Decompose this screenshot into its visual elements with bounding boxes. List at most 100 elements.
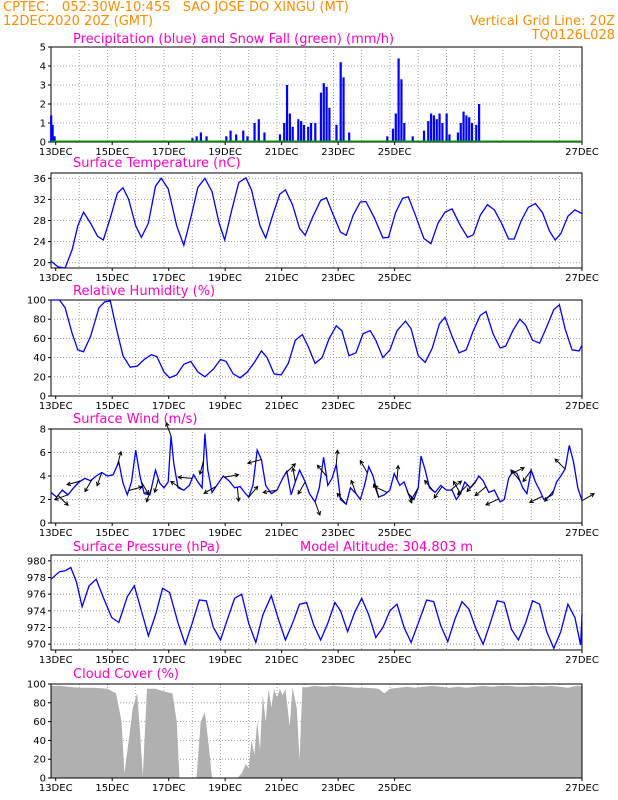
y-tick-label: 100 xyxy=(27,680,46,691)
x-tick-label: 27DEC xyxy=(565,147,599,158)
x-tick-label: 21DEC xyxy=(265,528,299,539)
precip-bar xyxy=(429,113,433,142)
wind-vector xyxy=(96,472,103,487)
wind-vector xyxy=(165,421,172,437)
wind-vector xyxy=(291,467,296,482)
y-tick-label: 32 xyxy=(33,195,46,206)
y-tick-label: 974 xyxy=(27,606,46,617)
y-tick-label: 100 xyxy=(27,296,46,307)
cloud-cover-area xyxy=(51,685,582,778)
wind-vector xyxy=(528,495,543,503)
x-tick-label: 21DEC xyxy=(265,147,299,158)
y-tick-label: 6 xyxy=(40,448,46,459)
wind-vector xyxy=(485,498,499,506)
x-tick-label: 15DEC xyxy=(95,273,129,284)
x-tick-label: 27DEC xyxy=(565,273,599,284)
wind-vector xyxy=(581,493,596,502)
y-tick-label: 978 xyxy=(27,573,46,584)
precip-bar xyxy=(191,138,194,142)
x-tick-label: 19DEC xyxy=(208,528,242,539)
precip-bar xyxy=(342,77,345,142)
wind-vector xyxy=(350,479,357,494)
x-tick-label: 25DEC xyxy=(378,273,412,284)
panel-title: Surface Temperature (nC) xyxy=(73,156,241,171)
wind-vector xyxy=(554,458,566,470)
x-tick-label: 23DEC xyxy=(321,655,355,666)
precip-bar xyxy=(205,136,208,142)
precip-bar xyxy=(328,107,331,142)
x-tick-label: 25DEC xyxy=(378,528,412,539)
plot-frame xyxy=(50,683,583,779)
precip-bar xyxy=(314,123,317,142)
x-tick-label: 15DEC xyxy=(95,401,129,412)
y-tick-label: 1 xyxy=(40,119,46,130)
wind-vector xyxy=(84,479,93,493)
wind-vector xyxy=(140,481,149,495)
plot-frame xyxy=(50,172,583,269)
panel-title: Surface Pressure (hPa) xyxy=(73,540,220,555)
y-tick-label: 980 xyxy=(27,556,46,567)
y-tick-label: 2 xyxy=(40,495,46,506)
x-tick-label: 17DEC xyxy=(152,273,186,284)
y-tick-label: 28 xyxy=(33,216,46,227)
x-tick-label: 15DEC xyxy=(95,783,129,794)
wind-vector xyxy=(235,487,241,503)
panel-cloud: 0 20 40 60 80 100 13DEC 15DEC 17DEC 19DEC 21DEC 23D… xyxy=(27,667,599,794)
series-line-pressure xyxy=(50,566,583,650)
y-tick-label: 3 xyxy=(40,81,46,92)
header-model: TQ0126L028 xyxy=(531,28,615,43)
y-tick-label: 4 xyxy=(40,472,46,483)
precip-bar xyxy=(325,86,328,142)
precip-bar xyxy=(386,136,389,142)
precip-bar xyxy=(348,132,351,142)
panel-annotation: Model Altitude: 304.803 m xyxy=(300,540,473,555)
wind-vector xyxy=(522,469,532,483)
wind-vector xyxy=(246,459,262,465)
plot-frame xyxy=(50,299,583,397)
x-tick-label: 19DEC xyxy=(208,147,242,158)
y-tick-label: 60 xyxy=(33,717,46,728)
y-tick-label: 80 xyxy=(33,315,46,326)
precip-bar xyxy=(448,134,451,142)
precip-bar xyxy=(278,134,282,142)
x-tick-label: 19DEC xyxy=(208,655,242,666)
precip-bar xyxy=(468,117,471,142)
precip-bar xyxy=(339,62,342,143)
precip-bar xyxy=(300,121,303,142)
y-tick-label: 0 xyxy=(40,392,46,403)
wind-vector xyxy=(314,501,321,516)
y-tick-label: 0 xyxy=(40,774,46,785)
y-tick-label: 60 xyxy=(33,334,46,345)
y-tick-label: 40 xyxy=(33,736,46,747)
x-tick-label: 27DEC xyxy=(565,655,599,666)
x-tick-label: 27DEC xyxy=(565,528,599,539)
series-line-temp xyxy=(50,176,583,269)
y-tick-label: 20 xyxy=(33,258,46,269)
precip-bar xyxy=(470,123,474,142)
header-init-time: 12DEC2020 20Z (GMT) xyxy=(3,14,154,29)
wind-vector xyxy=(474,486,487,497)
x-tick-label: 27DEC xyxy=(565,783,599,794)
precip-bar xyxy=(391,128,395,142)
precip-bar xyxy=(307,126,310,142)
precip-bar xyxy=(288,113,291,142)
y-tick-label: 40 xyxy=(33,353,46,364)
wind-vector xyxy=(53,494,69,501)
wind-vector xyxy=(334,449,340,465)
wind-vector xyxy=(336,492,347,505)
y-tick-label: 972 xyxy=(27,623,46,634)
precip-bar xyxy=(51,124,54,142)
precip-bar xyxy=(438,113,441,142)
plot-frame xyxy=(50,428,583,524)
precip-bar xyxy=(427,121,430,142)
wind-vector xyxy=(116,450,123,466)
precip-bar xyxy=(302,124,306,142)
x-tick-label: 25DEC xyxy=(378,783,412,794)
precip-bar xyxy=(235,134,238,142)
x-tick-label: 23DEC xyxy=(321,783,355,794)
wind-vector xyxy=(145,488,152,503)
wind-vector xyxy=(510,469,521,482)
y-tick-label: 20 xyxy=(33,755,46,766)
series-line-rh xyxy=(51,299,583,379)
panel-wind: 0 2 4 6 8 13DEC 15DEC 17DEC 19DEC 21DEC 23DEC 25DEC… xyxy=(39,412,599,539)
